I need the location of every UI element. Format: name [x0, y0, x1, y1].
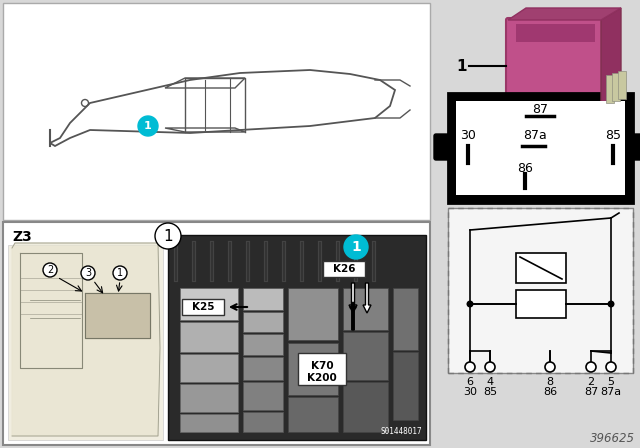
Bar	[516, 290, 566, 318]
Circle shape	[465, 362, 475, 372]
Polygon shape	[601, 8, 621, 106]
FancyArrow shape	[350, 302, 356, 330]
Bar	[243, 382, 283, 410]
Text: 86: 86	[543, 387, 557, 397]
Text: 1: 1	[457, 59, 467, 73]
Circle shape	[344, 235, 368, 259]
Bar	[8, 245, 163, 440]
Text: 1: 1	[144, 121, 152, 131]
Bar	[298, 353, 346, 385]
Bar	[180, 288, 238, 320]
Bar	[180, 354, 238, 382]
Circle shape	[467, 301, 474, 307]
Bar	[343, 382, 388, 432]
Bar	[516, 253, 566, 283]
Circle shape	[155, 223, 181, 249]
Circle shape	[43, 263, 57, 277]
Bar	[288, 288, 338, 340]
Circle shape	[113, 266, 127, 280]
Bar	[180, 384, 238, 412]
Text: 85: 85	[605, 129, 621, 142]
Bar	[243, 312, 283, 332]
Bar	[243, 334, 283, 355]
Bar	[343, 332, 388, 380]
Text: 87a: 87a	[523, 129, 547, 142]
FancyBboxPatch shape	[506, 18, 605, 110]
Text: 2: 2	[588, 377, 595, 387]
Bar	[323, 261, 365, 277]
Text: 8: 8	[547, 377, 554, 387]
Text: K200: K200	[307, 373, 337, 383]
Bar	[288, 343, 338, 395]
Bar	[3, 3, 430, 220]
Text: K25: K25	[192, 302, 214, 312]
Text: 3: 3	[85, 268, 91, 278]
Bar	[393, 352, 418, 420]
Text: 86: 86	[517, 161, 533, 175]
Bar	[180, 414, 238, 432]
Bar	[516, 24, 595, 42]
Text: 85: 85	[483, 387, 497, 397]
Circle shape	[485, 362, 495, 372]
Text: 1: 1	[117, 268, 123, 278]
Bar	[612, 73, 620, 101]
Bar	[393, 288, 418, 350]
Polygon shape	[85, 293, 150, 338]
Circle shape	[607, 301, 614, 307]
Text: 87: 87	[584, 387, 598, 397]
Bar	[3, 222, 430, 445]
Text: K70: K70	[310, 361, 333, 371]
Bar	[343, 288, 388, 330]
FancyArrow shape	[349, 283, 357, 313]
Polygon shape	[12, 243, 160, 436]
Text: Z3: Z3	[12, 230, 32, 244]
Bar	[243, 412, 283, 432]
Circle shape	[586, 362, 596, 372]
Circle shape	[81, 266, 95, 280]
Text: 396625: 396625	[590, 432, 635, 445]
Bar	[243, 357, 283, 380]
Text: 1: 1	[163, 228, 173, 244]
Text: 5: 5	[607, 377, 614, 387]
Circle shape	[138, 116, 158, 136]
Bar	[168, 235, 426, 440]
Text: 87: 87	[532, 103, 548, 116]
FancyBboxPatch shape	[629, 134, 640, 160]
FancyBboxPatch shape	[434, 134, 452, 160]
Circle shape	[606, 362, 616, 372]
Text: 30: 30	[463, 387, 477, 397]
Bar	[456, 101, 625, 195]
Text: 2: 2	[47, 265, 53, 275]
Bar	[448, 93, 633, 203]
Bar	[243, 288, 283, 310]
Bar	[180, 322, 238, 352]
Bar	[448, 208, 633, 373]
Text: 87a: 87a	[600, 387, 621, 397]
Text: 30: 30	[460, 129, 476, 142]
Bar	[288, 397, 338, 432]
Text: 4: 4	[486, 377, 493, 387]
FancyArrow shape	[363, 283, 371, 313]
Bar	[606, 75, 614, 103]
Text: K26: K26	[333, 264, 355, 274]
Text: 1: 1	[351, 240, 361, 254]
Bar	[618, 71, 626, 99]
Circle shape	[545, 362, 555, 372]
Text: S01448017: S01448017	[380, 427, 422, 436]
Text: 6: 6	[467, 377, 474, 387]
Bar	[182, 299, 224, 315]
Polygon shape	[508, 8, 621, 20]
